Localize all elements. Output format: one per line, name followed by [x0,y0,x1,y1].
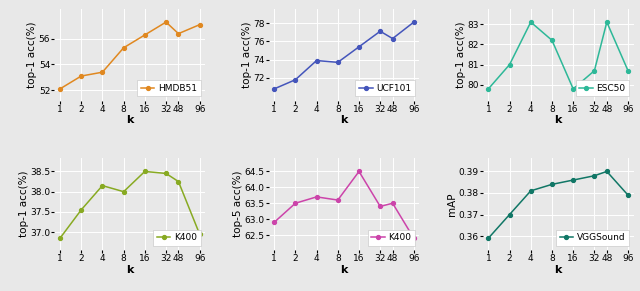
Y-axis label: top-5 acc(%): top-5 acc(%) [233,171,243,237]
Y-axis label: top-1 acc(%): top-1 acc(%) [241,22,252,88]
X-axis label: k: k [126,116,134,125]
X-axis label: k: k [554,265,562,275]
Legend: ESC50: ESC50 [575,80,629,96]
Y-axis label: mAP: mAP [447,192,457,216]
Y-axis label: top-1 acc(%): top-1 acc(%) [28,22,37,88]
X-axis label: k: k [126,265,134,275]
Legend: K400: K400 [154,230,201,246]
Legend: UCF101: UCF101 [355,80,415,96]
X-axis label: k: k [340,116,348,125]
Y-axis label: top-1 acc(%): top-1 acc(%) [19,171,29,237]
X-axis label: k: k [554,116,562,125]
Legend: K400: K400 [367,230,415,246]
Y-axis label: top-1 acc(%): top-1 acc(%) [456,22,466,88]
X-axis label: k: k [340,265,348,275]
Legend: HMDB51: HMDB51 [138,80,201,96]
Legend: VGGSound: VGGSound [556,230,629,246]
